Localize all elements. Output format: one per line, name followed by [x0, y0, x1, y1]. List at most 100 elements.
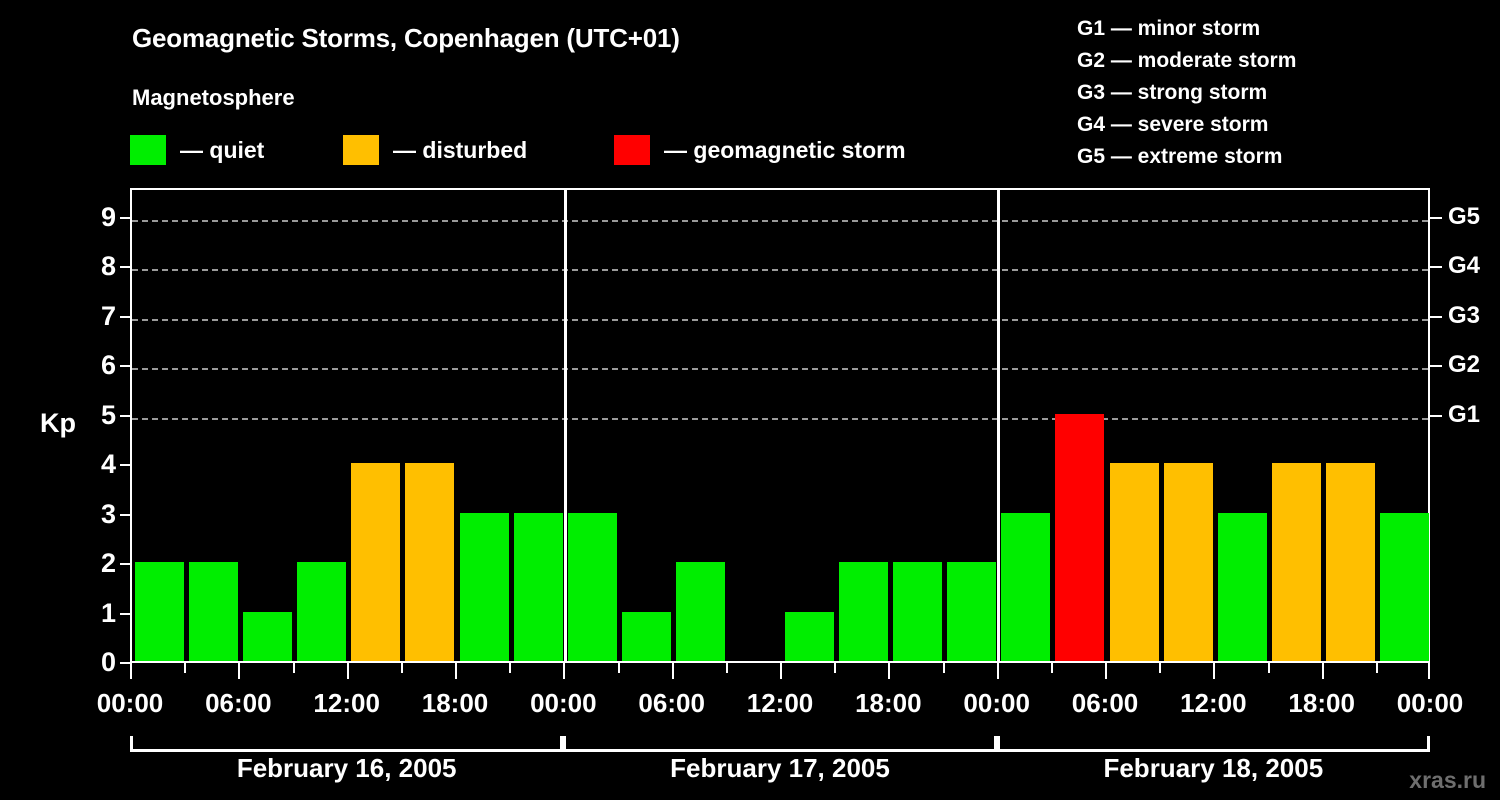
y-tick-label: 6 — [100, 350, 116, 381]
y-axis-label: Kp — [40, 408, 76, 438]
y-tick-mark — [120, 563, 130, 566]
bar — [134, 562, 184, 661]
gridline-kp-7 — [132, 318, 1428, 321]
bar — [1380, 512, 1430, 661]
x-tick-label: 18:00 — [855, 688, 922, 718]
x-tick-label: 00:00 — [530, 688, 597, 718]
bar — [405, 463, 455, 661]
bar — [567, 512, 617, 661]
y-tick-label: 3 — [100, 498, 116, 529]
x-tick-mark — [1105, 663, 1107, 679]
y-tick-mark — [120, 414, 130, 417]
page-title: Geomagnetic Storms, Copenhagen (UTC+01) — [132, 23, 680, 53]
legend-label: — disturbed — [393, 136, 528, 163]
day-label: February 16, 2005 — [236, 753, 457, 783]
y-tick-label: 5 — [100, 399, 116, 430]
chart-plot-inner — [132, 188, 1430, 663]
g-tick-mark — [1430, 414, 1442, 417]
x-tick-mark — [834, 663, 837, 673]
legend-label: — quiet — [180, 136, 265, 163]
bar — [1109, 463, 1159, 661]
g-legend-item-g4: G4 — severe storm — [1077, 113, 1269, 136]
x-tick-mark — [455, 663, 457, 679]
y-tick-label: 2 — [100, 548, 116, 579]
x-tick-label: 00:00 — [1396, 688, 1464, 718]
y-tick-mark — [120, 513, 130, 516]
bar — [1001, 512, 1051, 661]
x-tick-mark — [725, 663, 728, 673]
legend-swatch-icon — [343, 135, 379, 165]
x-tick-mark — [130, 663, 132, 679]
bar — [947, 562, 997, 661]
y-tick-mark — [120, 464, 130, 467]
bar — [892, 562, 942, 661]
storm-legend: — geomagnetic storm — [614, 131, 906, 169]
x-tick-mark — [671, 663, 674, 679]
x-tick-mark — [780, 663, 782, 679]
gridline-kp-8 — [132, 269, 1428, 272]
y-tick-mark — [120, 216, 130, 219]
bar — [242, 611, 292, 661]
day-bracket — [996, 736, 1430, 752]
g-axis-label-g2: G2 — [1448, 351, 1481, 379]
x-tick-mark — [996, 663, 999, 679]
y-tick-label: 0 — [100, 647, 116, 677]
g-legend-item-g3: G3 — strong storm — [1077, 81, 1268, 104]
bar — [1055, 413, 1105, 661]
chart-subtitle: Magnetosphere — [132, 85, 295, 110]
x-tick-mark — [400, 663, 403, 673]
bar — [784, 611, 834, 661]
x-tick-label: 12:00 — [313, 688, 380, 718]
day-separator — [563, 188, 567, 663]
day-label: February 17, 2005 — [670, 753, 890, 783]
g-axis-label-g3: G3 — [1448, 301, 1481, 329]
x-tick-label: 18:00 — [421, 688, 489, 718]
g-scale-legend: G1 — minor storm G2 — moderate storm G3 — … — [1077, 13, 1296, 173]
g-axis-label-g1: G1 — [1448, 400, 1481, 428]
x-tick-mark — [1159, 663, 1162, 673]
g-axis-label-g4: G4 — [1448, 252, 1481, 280]
gridline-kp-5 — [132, 417, 1428, 420]
x-tick-mark — [238, 663, 241, 679]
x-tick-label: 06:00 — [205, 688, 272, 718]
x-tick-mark — [509, 663, 512, 673]
x-tick-mark — [1050, 663, 1053, 673]
x-tick-mark — [292, 663, 295, 673]
x-tick-mark — [888, 663, 891, 679]
legend-swatch-icon — [614, 135, 650, 165]
x-tick-mark — [942, 663, 945, 673]
day-separator — [997, 188, 1001, 663]
chart-plot-area — [130, 188, 1430, 663]
y-tick-label: 1 — [100, 597, 116, 628]
x-tick-mark — [1213, 663, 1216, 679]
y-tick-mark — [120, 266, 130, 269]
bar — [188, 562, 238, 661]
x-tick-mark — [1375, 663, 1378, 673]
g-legend-item-g2: G2 — moderate storm — [1077, 49, 1297, 72]
y-tick-label: 7 — [100, 300, 116, 331]
g-tick-mark — [1430, 216, 1442, 219]
g-legend-item-g5: G5 — extreme storm — [1077, 145, 1283, 168]
gridline-kp-9 — [132, 219, 1428, 222]
y-tick-mark — [120, 612, 130, 615]
x-tick-mark — [1267, 663, 1270, 673]
bar — [1272, 463, 1322, 661]
x-tick-label: 12:00 — [1180, 688, 1247, 718]
legend-swatch-icon — [130, 135, 166, 165]
bar — [1163, 463, 1213, 661]
bar — [297, 562, 347, 661]
x-tick-label: 12:00 — [746, 688, 814, 718]
bar — [1217, 512, 1267, 661]
y-tick-label: 4 — [100, 449, 116, 480]
x-tick-mark — [1428, 663, 1430, 679]
disturbed-legend: — disturbed — [343, 131, 527, 169]
x-tick-mark — [346, 663, 349, 679]
x-tick-mark — [563, 663, 566, 679]
x-tick-mark — [184, 663, 187, 673]
x-tick-label: 06:00 — [1071, 688, 1139, 718]
quiet-legend: — quiet — [130, 131, 264, 169]
bar — [513, 512, 563, 661]
day-bracket — [130, 736, 564, 752]
y-tick-mark — [120, 662, 130, 664]
bar — [838, 562, 888, 661]
